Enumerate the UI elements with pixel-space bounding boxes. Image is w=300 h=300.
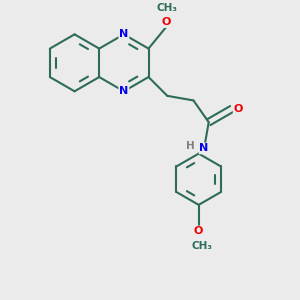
Text: N: N	[119, 29, 128, 39]
Text: H: H	[186, 140, 195, 151]
Text: N: N	[119, 86, 128, 96]
Text: O: O	[194, 226, 203, 236]
Text: CH₃: CH₃	[156, 3, 177, 13]
Text: CH₃: CH₃	[192, 241, 213, 251]
Text: O: O	[234, 104, 243, 114]
Text: N: N	[200, 143, 209, 153]
Text: O: O	[162, 17, 171, 27]
